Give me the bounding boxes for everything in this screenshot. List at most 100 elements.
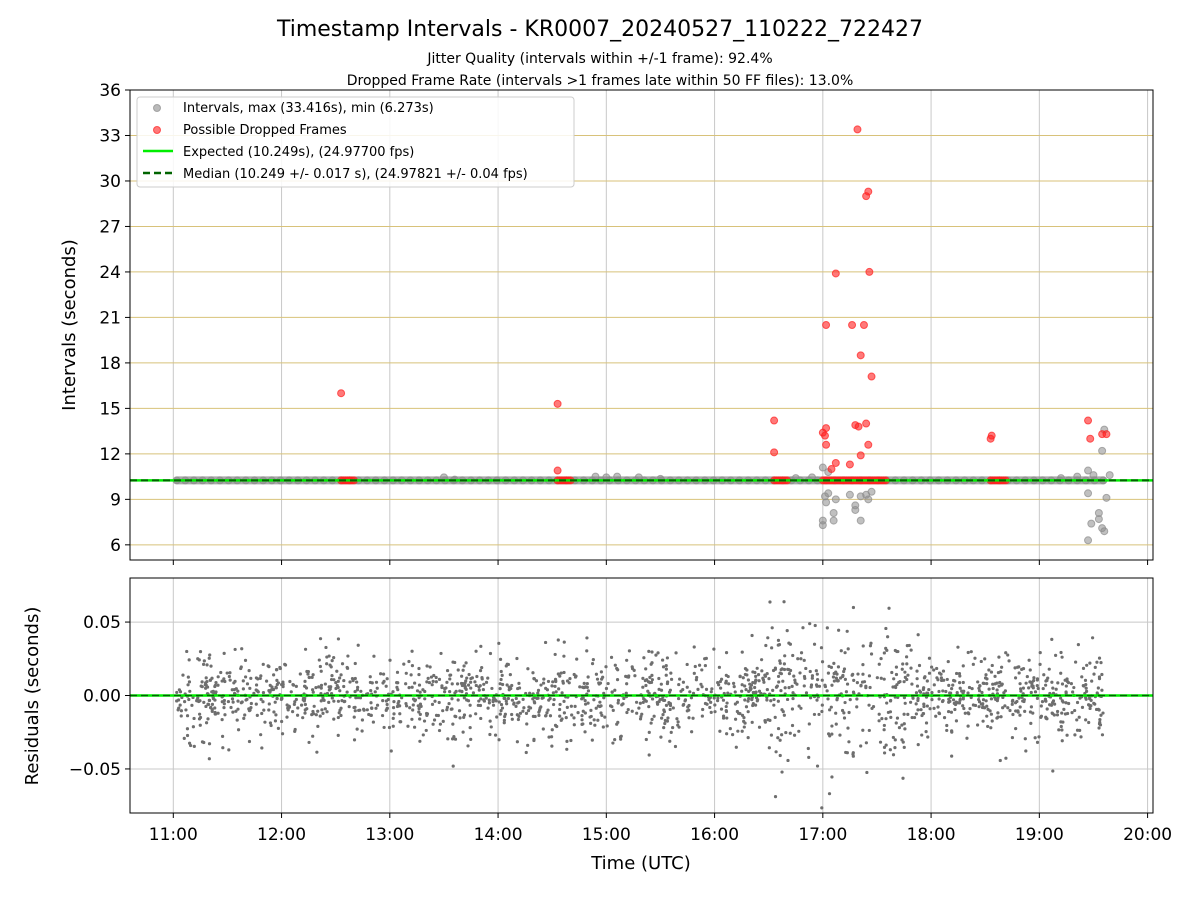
residual-point — [1054, 653, 1058, 658]
residual-point — [930, 698, 934, 702]
residual-point — [272, 673, 276, 677]
residual-point — [449, 707, 453, 711]
residual-point — [902, 680, 906, 684]
residual-point — [778, 738, 782, 742]
residual-point — [441, 719, 445, 723]
residual-point — [914, 702, 918, 706]
residual-point — [627, 649, 632, 653]
residual-point — [303, 684, 307, 689]
residual-point — [701, 707, 705, 712]
residual-point — [1051, 699, 1056, 703]
residual-point — [905, 662, 909, 666]
residual-point — [1059, 696, 1063, 700]
residual-point — [980, 690, 984, 695]
residual-point — [1029, 721, 1033, 725]
residual-point — [856, 672, 860, 676]
residual-point — [852, 678, 856, 682]
residual-point — [249, 676, 253, 680]
residual-point — [267, 708, 271, 712]
residual-point — [1004, 651, 1008, 655]
residual-point — [1035, 696, 1040, 700]
residual-point — [338, 676, 342, 680]
residual-point — [983, 657, 987, 661]
residual-point — [650, 697, 655, 701]
residual-point — [241, 679, 245, 683]
residual-point — [746, 699, 750, 703]
dropped-frame-point — [822, 440, 831, 449]
residual-point — [687, 703, 691, 708]
residual-point — [369, 689, 373, 693]
residual-point — [952, 701, 956, 706]
residual-point — [814, 669, 818, 673]
residual-point — [772, 703, 776, 707]
residual-point — [820, 660, 825, 664]
residual-point — [868, 685, 872, 690]
residual-point — [1050, 711, 1054, 715]
residual-point — [270, 685, 274, 689]
residual-point — [582, 681, 586, 685]
residual-point — [754, 674, 758, 678]
residual-point — [247, 669, 251, 673]
residual-point — [1064, 684, 1068, 688]
residual-point — [788, 642, 792, 646]
chart-title: Timestamp Intervals - KR0007_20240527_11… — [276, 17, 923, 42]
dropped-frame-point — [337, 389, 346, 398]
residual-point — [311, 734, 315, 738]
residual-point — [565, 679, 570, 683]
residual-point — [1095, 691, 1099, 695]
residual-point — [968, 707, 972, 711]
residual-point — [353, 689, 357, 694]
residual-point — [219, 670, 223, 675]
residual-point — [664, 667, 669, 671]
top-panel-grid — [130, 89, 1153, 560]
residual-point — [205, 663, 209, 667]
residual-point — [490, 686, 494, 691]
interval-point — [845, 490, 854, 499]
residual-point — [1030, 680, 1034, 684]
residual-point — [1093, 665, 1097, 669]
residual-point — [696, 687, 700, 691]
residual-point — [197, 717, 202, 721]
residual-point — [276, 726, 280, 730]
residual-point — [725, 701, 729, 705]
residual-point — [448, 690, 452, 694]
residual-point — [827, 792, 832, 796]
residual-point — [834, 676, 838, 680]
residual-point — [521, 697, 525, 701]
residual-point — [782, 667, 787, 672]
residual-point — [291, 709, 295, 714]
residual-point — [700, 714, 704, 718]
residual-point — [965, 736, 969, 740]
residual-point — [185, 727, 190, 731]
residual-point — [697, 663, 702, 667]
residual-point — [494, 699, 498, 703]
residual-point — [202, 700, 206, 704]
residual-point — [447, 702, 451, 706]
residual-point — [580, 718, 584, 722]
residual-point — [346, 654, 350, 658]
residual-point — [259, 674, 263, 678]
residual-point — [934, 714, 938, 718]
residual-point — [885, 701, 889, 705]
residual-point — [937, 689, 941, 694]
residual-point — [1054, 687, 1058, 691]
residual-point — [498, 657, 503, 661]
residual-point — [177, 688, 181, 692]
residual-point — [310, 688, 315, 692]
top-y-tick-label: 30 — [99, 172, 121, 192]
residual-point — [229, 705, 233, 710]
residual-point — [753, 703, 758, 707]
residual-point — [256, 690, 260, 694]
residual-point — [925, 704, 929, 708]
residual-point — [897, 680, 901, 685]
residual-point — [301, 696, 306, 701]
residual-point — [773, 715, 777, 719]
residual-point — [660, 716, 664, 720]
residual-point — [510, 698, 514, 702]
dropped-frame-point — [820, 431, 829, 440]
residual-point — [456, 698, 460, 702]
residual-point — [179, 709, 184, 713]
residual-point — [504, 699, 508, 703]
residual-point — [465, 698, 469, 702]
residual-point — [937, 711, 942, 716]
